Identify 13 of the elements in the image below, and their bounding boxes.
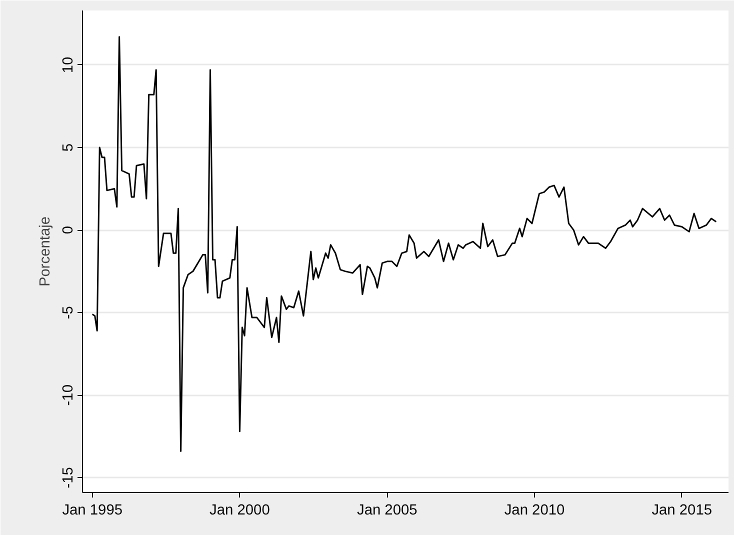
x-tick-label: Jan 2010 xyxy=(504,502,565,518)
x-tick-label: Jan 2000 xyxy=(210,502,270,518)
x-tick-label: Jan 2015 xyxy=(652,502,712,518)
y-tick-label: -5 xyxy=(60,306,76,320)
x-tick-label: Jan 2005 xyxy=(356,502,418,518)
y-tick-label: 5 xyxy=(60,143,76,152)
x-tick-label: Jan 1995 xyxy=(62,502,123,518)
y-tick-label: 10 xyxy=(60,56,76,74)
line-series xyxy=(92,36,717,452)
y-axis-title: Porcentaje xyxy=(38,216,54,287)
y-tick-label: 0 xyxy=(60,226,76,234)
y-tick-label: -15 xyxy=(60,467,76,488)
y-tick-label: -10 xyxy=(60,384,76,406)
